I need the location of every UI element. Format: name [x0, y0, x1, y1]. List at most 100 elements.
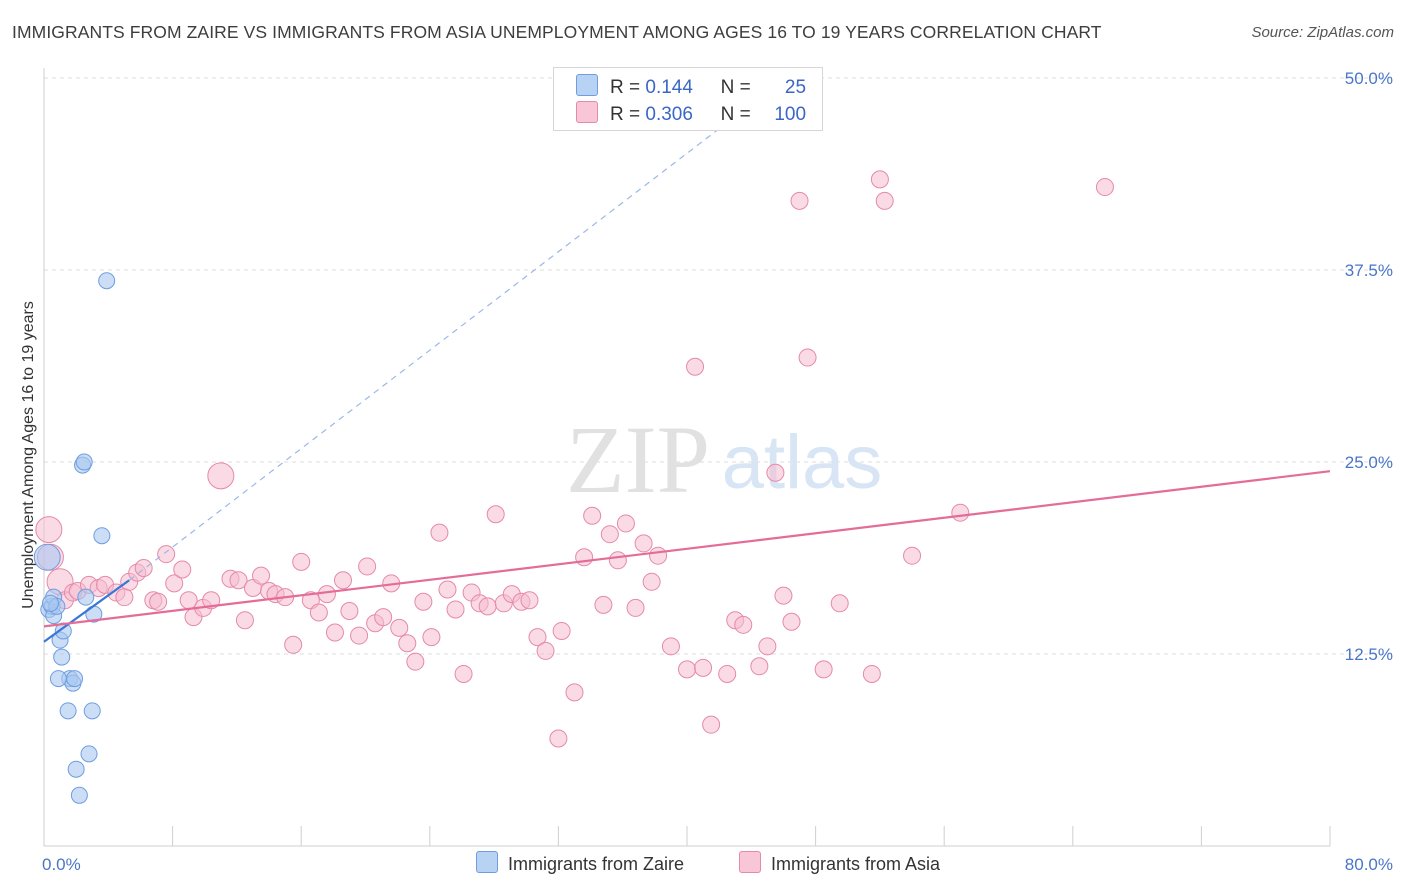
asia-point-41: [358, 557, 377, 576]
zaire-point-18: [83, 702, 101, 720]
asia-point-71: [616, 514, 635, 533]
asia-point-10: [115, 588, 134, 607]
asia-point-16: [157, 545, 176, 564]
asia-point-87: [774, 586, 793, 605]
asia-point-94: [870, 170, 889, 189]
asia-point-43: [374, 608, 393, 627]
watermark-zip: ZIP: [566, 406, 710, 513]
asia-point-46: [398, 634, 417, 653]
legend-row-zaire: R = 0.144 N = 25: [576, 74, 806, 98]
asia-point-48: [414, 592, 433, 611]
x-tick-label-1: 80.0%: [1345, 855, 1393, 874]
gridlines: [44, 77, 1392, 655]
asia-point-36: [317, 585, 336, 604]
legend-r-label: R =: [610, 104, 641, 125]
series-zaire-points: [33, 272, 116, 804]
trend-lines: [43, 115, 1331, 643]
asia-point-40: [350, 626, 369, 645]
asia-point-99: [549, 729, 568, 748]
asia-point-47: [406, 652, 425, 671]
legend-n-label: N =: [720, 104, 751, 125]
legend-r-label: R =: [610, 77, 641, 98]
asia-point-53: [454, 664, 473, 683]
zaire-point-21: [98, 272, 116, 290]
bottom-legend-label-zaire: Immigrants from Zaire: [508, 854, 685, 874]
y-tick-label-1: 25.0%: [1345, 453, 1393, 472]
asia-point-56: [478, 597, 497, 616]
series-asia-points: [35, 170, 1114, 748]
asia-point-93: [862, 664, 881, 683]
chart-source: Source: ZipAtlas.com: [1251, 24, 1394, 41]
asia-point-80: [702, 715, 721, 734]
asia-point-66: [575, 548, 594, 567]
asia-point-18: [173, 560, 192, 579]
asia-point-0: [35, 516, 63, 544]
bottom-legend-label-asia: Immigrants from Asia: [771, 854, 941, 874]
asia-point-97: [951, 503, 970, 522]
zaire-point-24: [41, 594, 59, 612]
zaire-point-22: [49, 670, 67, 688]
asia-point-89: [790, 191, 809, 210]
bottom-legend-swatch-zaire: [476, 851, 498, 873]
asia-point-68: [594, 595, 613, 614]
asia-point-69: [600, 525, 619, 544]
asia-point-23: [207, 462, 235, 490]
asia-point-26: [235, 611, 254, 630]
asia-point-67: [583, 506, 602, 525]
x-tick-label-0: 0.0%: [42, 855, 81, 874]
correlation-legend: R = 0.144 N = 25 R = 0.306 N = 100: [553, 67, 823, 131]
legend-n-value-asia: 100: [774, 104, 807, 125]
y-tick-label-3: 50.0%: [1345, 69, 1393, 88]
legend-r-value-zaire: 0.144: [645, 77, 693, 98]
asia-point-79: [694, 658, 713, 677]
asia-point-39: [340, 601, 359, 620]
asia-point-81: [718, 664, 737, 683]
legend-n-value-zaire: 25: [784, 77, 807, 98]
asia-point-51: [438, 580, 457, 599]
asia-point-98: [1095, 178, 1114, 197]
asia-point-77: [678, 660, 696, 679]
asia-point-95: [875, 191, 894, 210]
zaire-point-7: [53, 648, 71, 666]
asia-point-63: [536, 641, 555, 660]
legend-swatch-asia: [576, 101, 598, 123]
asia-point-52: [446, 600, 465, 619]
asia-point-37: [325, 623, 344, 642]
asia-point-90: [798, 348, 817, 367]
asia-point-50: [430, 523, 449, 542]
zaire-trend-line: [43, 579, 130, 643]
asia-point-25: [229, 571, 248, 590]
y-tick-label-0: 12.5%: [1345, 645, 1393, 664]
asia-point-32: [284, 635, 303, 654]
zaire-point-0: [33, 543, 61, 571]
axes: [43, 68, 1331, 847]
tick-labels: 12.5% 25.0% 37.5% 50.0% 0.0% 80.0%: [42, 69, 1393, 874]
asia-point-15: [149, 592, 168, 611]
zaire-point-17: [80, 745, 98, 763]
asia-point-62: [528, 628, 547, 647]
asia-point-83: [734, 615, 753, 634]
zaire-point-9: [59, 702, 77, 720]
asia-point-86: [766, 463, 785, 482]
asia-trend-line: [43, 470, 1331, 628]
zaire-point-16: [77, 588, 95, 606]
legend-n-label: N =: [720, 77, 751, 98]
asia-point-92: [830, 594, 849, 613]
zaire-point-20: [93, 527, 111, 545]
legend-swatch-zaire: [576, 74, 598, 96]
asia-point-28: [252, 566, 271, 585]
asia-point-70: [608, 551, 627, 570]
asia-point-78: [686, 357, 705, 376]
asia-point-72: [626, 598, 645, 617]
asia-point-61: [520, 591, 539, 610]
asia-point-17: [165, 574, 184, 593]
asia-point-91: [814, 660, 833, 679]
asia-point-45: [390, 618, 409, 637]
asia-point-85: [758, 637, 777, 656]
asia-point-13: [134, 558, 153, 577]
asia-point-88: [782, 612, 801, 631]
legend-r-value-asia: 0.306: [645, 104, 693, 125]
asia-point-84: [750, 657, 769, 676]
legend-row-asia: R = 0.306 N = 100: [576, 101, 806, 125]
